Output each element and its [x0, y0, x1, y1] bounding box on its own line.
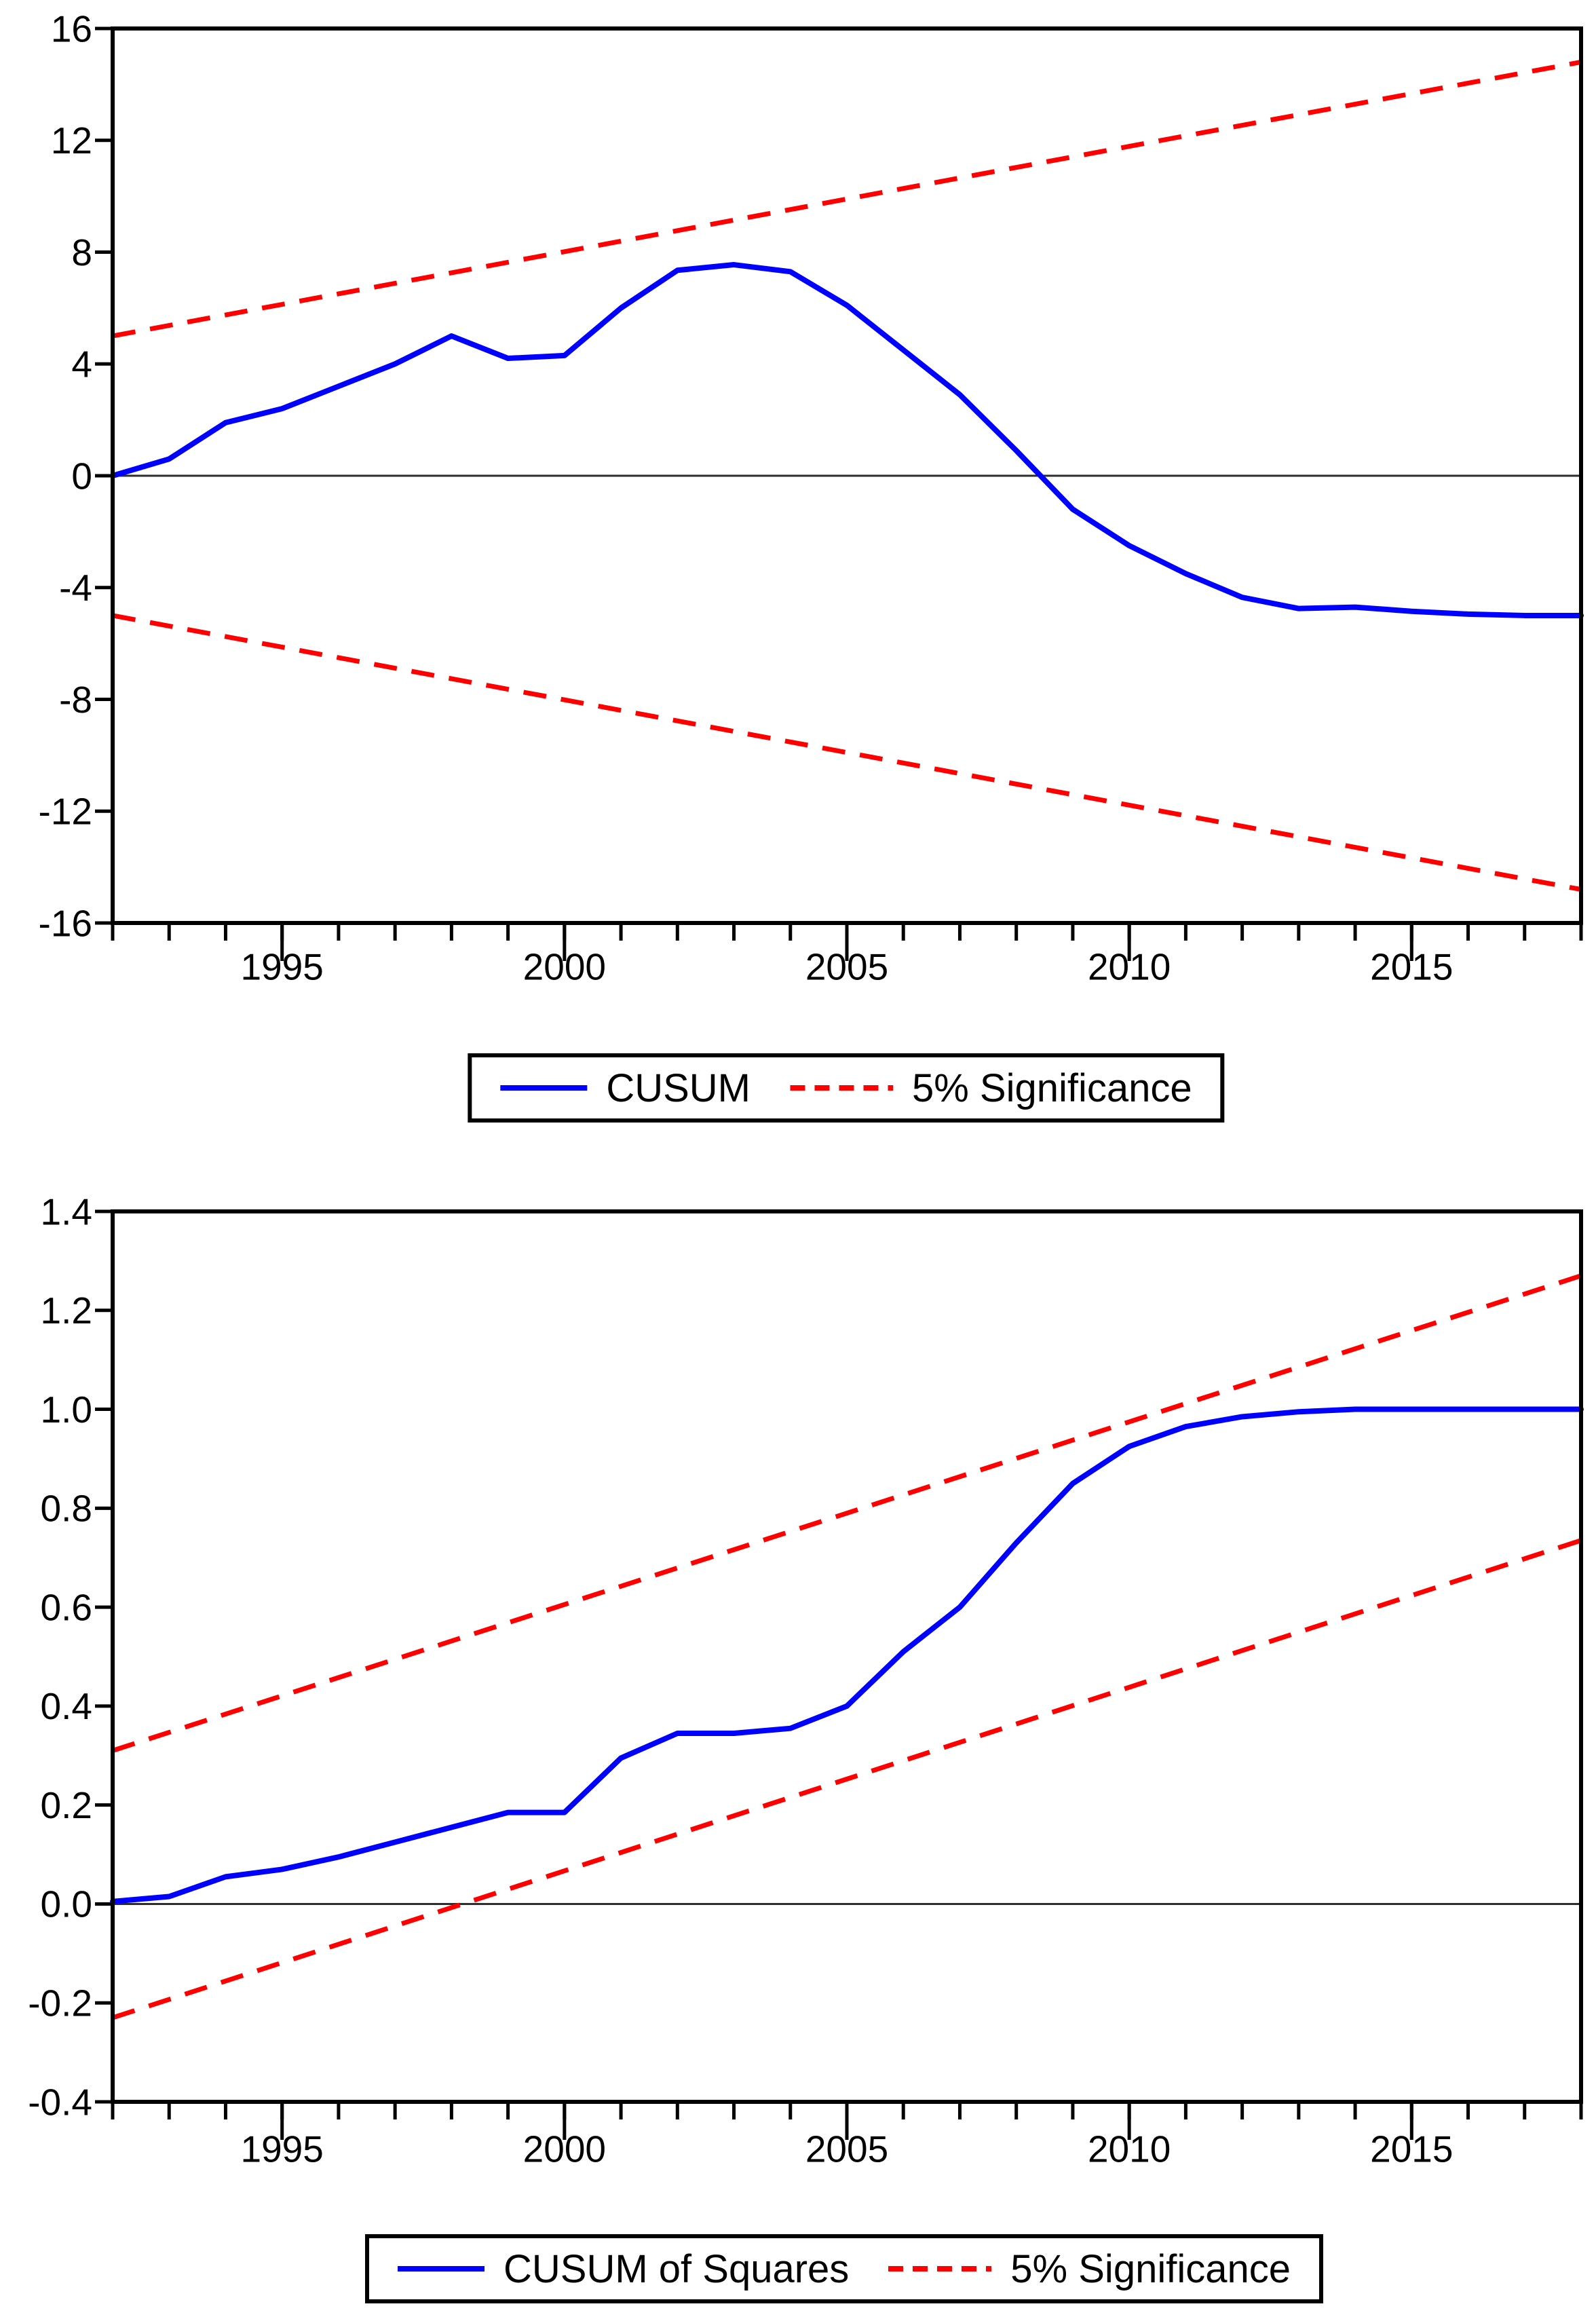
significance-band-lower: [111, 1538, 1582, 2020]
x-tick-label: 2010: [1088, 2128, 1171, 2170]
significance-dashed-line-swatch-icon: [888, 2266, 992, 2271]
y-tick-label: 0.6: [41, 1586, 92, 1628]
y-tick-label: 1.2: [41, 1289, 92, 1332]
cusum-chart: 16 12 8 4 0 -4 -8 -12 -16 1995 2000 2005 2010 2015: [39, 7, 1584, 987]
y-tick-label: -0.2: [28, 1982, 92, 2024]
x-tick-label: 2015: [1370, 945, 1453, 987]
significance-band-upper: [112, 59, 1582, 339]
y-tick-label: 12: [51, 119, 92, 162]
cusum-of-squares-figure: 1.4 1.2 1.0 0.8 0.6 0.4 0.2 0.0 -0.2 -0.4 1995 2000…: [0, 1188, 1596, 2219]
x-tick-label: 2010: [1088, 945, 1171, 987]
legend-item-cusum: CUSUM: [500, 1066, 750, 1111]
cusum-legend: CUSUM 5% Significance: [468, 1053, 1225, 1123]
y-tick-label: -0.4: [28, 2081, 92, 2123]
x-axis-major-ticks: 1995 2000 2005 2010 2015: [241, 2102, 1453, 2170]
y-tick-label: -8: [59, 679, 92, 721]
y-axis-ticks: 16 12 8 4 0 -4 -8 -12 -16: [39, 7, 113, 944]
y-axis-ticks: 1.4 1.2 1.0 0.8 0.6 0.4 0.2 0.0 -0.2 -0.4: [28, 1190, 113, 2123]
y-tick-label: 0.8: [41, 1488, 92, 1530]
legend-label-cusum: CUSUM: [606, 1066, 750, 1110]
y-tick-label: 0.2: [41, 1784, 92, 1826]
x-tick-label: 2005: [805, 945, 888, 987]
cusum-of-squares-line-swatch-icon: [398, 2266, 485, 2271]
y-tick-label: 4: [71, 343, 92, 385]
legend-item-significance: 5% Significance: [789, 1066, 1192, 1111]
y-tick-label: 1.4: [41, 1190, 92, 1232]
x-axis-major-ticks: 1995 2000 2005 2010 2015: [241, 923, 1453, 987]
x-tick-label: 2000: [523, 945, 606, 987]
x-tick-label: 2015: [1370, 2128, 1453, 2170]
x-tick-label: 1995: [241, 2128, 324, 2170]
cusum-of-squares-chart: 1.4 1.2 1.0 0.8 0.6 0.4 0.2 0.0 -0.2 -0.4 1995 2000…: [28, 1190, 1584, 2170]
x-tick-label: 1995: [241, 945, 324, 987]
y-tick-label: 8: [71, 231, 92, 274]
y-tick-label: 1.0: [41, 1389, 92, 1431]
y-tick-label: 0: [71, 455, 92, 497]
y-tick-label: -16: [39, 902, 93, 944]
series-line-cusum-of-squares: [110, 1406, 1584, 1904]
x-tick-label: 2000: [523, 2128, 606, 2170]
legend-label-significance: 5% Significance: [911, 1066, 1192, 1110]
legend-label-significance-sq: 5% Significance: [1010, 2246, 1291, 2291]
cusum-line-swatch-icon: [500, 1085, 588, 1091]
cusum-of-squares-legend: CUSUM of Squares 5% Significance: [365, 2234, 1323, 2303]
legend-label-cusum-of-squares: CUSUM of Squares: [504, 2246, 850, 2291]
significance-band-upper: [111, 1273, 1582, 1753]
y-tick-label: 0.4: [41, 1685, 92, 1727]
y-tick-label: -4: [59, 567, 92, 609]
y-tick-label: -12: [39, 791, 93, 833]
y-tick-label: 0.0: [41, 1883, 92, 1925]
cusum-figure: 16 12 8 4 0 -4 -8 -12 -16 1995 2000 2005 2010 2015: [0, 0, 1596, 1018]
y-tick-label: 16: [51, 7, 92, 50]
series-line-cusum: [110, 262, 1584, 618]
legend-item-significance-sq: 5% Significance: [888, 2246, 1291, 2292]
significance-dashed-line-swatch-icon: [789, 1085, 893, 1091]
x-tick-label: 2005: [805, 2128, 888, 2170]
significance-band-lower: [112, 613, 1582, 892]
legend-item-cusum-of-squares: CUSUM of Squares: [398, 2246, 849, 2292]
